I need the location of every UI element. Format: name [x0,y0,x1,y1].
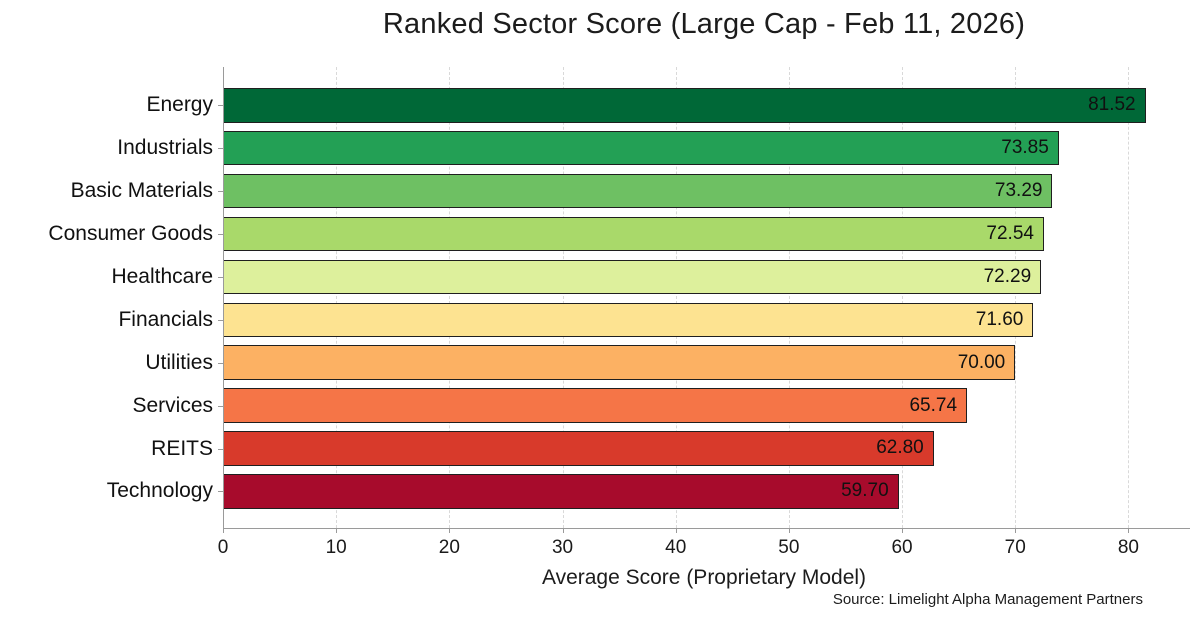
x-tick-label: 10 [325,537,347,558]
x-tick-mark [223,528,224,533]
bar-reits: 62.80 [223,431,934,466]
x-tick-label: 40 [665,537,687,558]
y-tick-mark [218,362,223,364]
x-tick-mark [675,528,677,533]
bar-consumer-goods: 72.54 [223,216,1044,252]
y-tick-mark [218,191,223,193]
x-axis-line [223,528,1190,529]
bar-industrials: 73.85 [223,130,1059,166]
x-tick-label: 70 [1004,537,1026,558]
x-axis-title: Average Score (Proprietary Model) [541,566,867,589]
bar-value-label: 70.00 [957,351,1006,373]
bar-utilities: 70.00 [223,345,1016,380]
y-axis-label: Industrials [117,136,213,160]
bar-healthcare: 72.29 [223,259,1042,295]
gridline [675,67,677,528]
bar-technology: 59.70 [223,474,899,509]
x-tick-label: 50 [778,537,800,558]
y-axis-label: Utilities [145,350,213,374]
bar-value-label: 72.29 [983,265,1032,287]
bar-value-label: 81.52 [1088,94,1136,116]
x-tick-mark [336,528,338,533]
x-tick-mark [788,528,790,533]
x-tick-label: 30 [551,537,574,558]
source-note: Source: Limelight Alpha Management Partn… [832,591,1143,608]
bar-basic-materials: 73.29 [223,173,1053,209]
gridline [1128,67,1130,528]
y-axis-label: REITS [151,436,213,460]
y-axis-label: Energy [146,93,213,117]
y-tick-mark [218,276,223,278]
y-axis-label: Consumer Goods [48,222,213,245]
bar-value-label: 65.74 [909,394,958,416]
bar-value-label: 72.54 [986,222,1034,244]
y-tick-mark [218,448,223,450]
bar-value-label: 71.60 [975,308,1024,330]
y-tick-mark [218,319,223,321]
x-tick-mark [902,528,904,533]
y-tick-mark [218,234,223,235]
x-tick-label: 20 [438,537,460,558]
x-tick-label: 0 [217,537,229,558]
gridline [336,67,338,528]
bar-energy: 81.52 [223,88,1146,123]
bar-value-label: 59.70 [841,480,889,502]
plot-area: 81.52 73.85 73.29 72.54 72.29 71.60 70.00 65.74… [223,67,1185,528]
y-tick-mark [218,491,223,493]
y-axis-line [223,67,224,528]
x-tick-mark [1015,528,1017,533]
x-tick-mark [562,528,564,533]
gridline [449,67,451,528]
x-tick-mark [1128,528,1130,533]
y-axis-label: Services [132,393,213,417]
gridline [902,67,904,528]
bar-value-label: 73.85 [1001,137,1049,159]
gridline [1015,67,1017,528]
bar-financials: 71.60 [223,302,1034,338]
gridline [788,67,790,528]
y-axis-label: Financials [118,307,213,331]
y-tick-mark [218,105,223,107]
y-axis-label: Healthcare [111,264,213,288]
bar-value-label: 73.29 [994,180,1043,202]
bar-services: 65.74 [223,388,968,423]
x-tick-label: 80 [1117,537,1139,558]
gridline [562,67,564,528]
chart-title: Ranked Sector Score (Large Cap - Feb 11,… [382,8,1026,40]
y-axis-label: Basic Materials [70,179,213,203]
bar-value-label: 62.80 [876,437,924,459]
x-tick-label: 60 [891,537,913,558]
y-tick-mark [218,405,223,407]
y-axis-label: Technology [106,479,213,503]
x-tick-mark [449,528,451,533]
y-tick-mark [218,148,223,150]
